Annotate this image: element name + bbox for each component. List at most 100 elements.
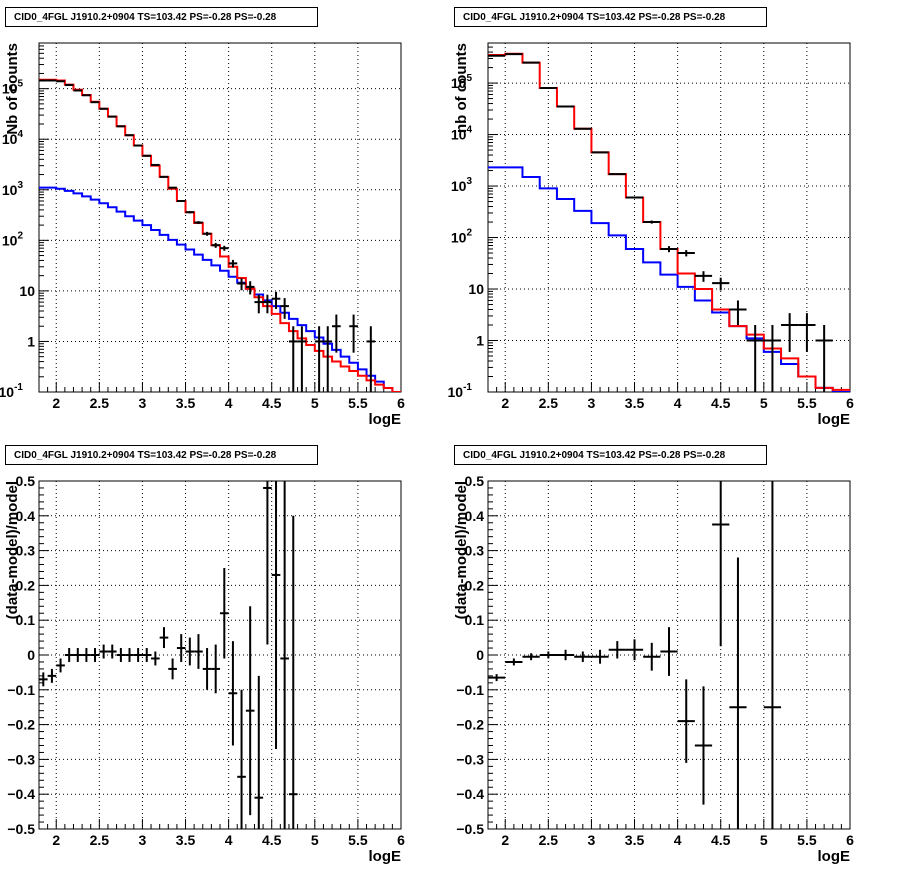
y-tick-label: 1 <box>476 333 484 349</box>
x-tick-label: 4.5 <box>711 832 731 848</box>
x-tick-label: 5 <box>311 832 319 848</box>
x-axis-label: logE <box>818 411 851 428</box>
data-point <box>712 481 729 646</box>
y-tick-label: −0.2 <box>456 717 484 733</box>
data-point <box>289 326 298 392</box>
data-point <box>220 246 229 251</box>
data-point <box>522 653 539 660</box>
x-tick-label: 5.5 <box>348 395 368 411</box>
data-point <box>323 326 332 392</box>
data-point <box>609 174 626 175</box>
y-tick-label: 10-1 <box>448 382 473 400</box>
x-tick-label: 2.5 <box>539 395 559 411</box>
data-point <box>540 652 557 659</box>
data-point <box>488 674 505 681</box>
data-point <box>56 658 65 672</box>
data-point <box>211 243 220 248</box>
model-total-histogram <box>39 80 401 392</box>
data-point <box>626 639 643 660</box>
model-component-histogram <box>39 188 401 392</box>
x-tick-label: 2.5 <box>90 395 110 411</box>
data-point <box>168 658 177 679</box>
data-point <box>151 165 160 166</box>
x-tick-label: 4.5 <box>262 395 282 411</box>
data-point <box>237 278 246 290</box>
data-point <box>729 558 746 829</box>
y-tick-label: −0.2 <box>7 717 35 733</box>
data-point <box>211 645 220 694</box>
x-tick-label: 3.5 <box>176 832 196 848</box>
x-axis-label: logE <box>818 848 851 865</box>
data-point <box>678 250 695 256</box>
x-tick-label: 5.5 <box>348 832 368 848</box>
x-tick-label: 3 <box>588 832 596 848</box>
data-point <box>237 690 246 829</box>
data-point <box>574 652 591 662</box>
x-tick-label: 3 <box>139 832 147 848</box>
data-point <box>289 516 298 829</box>
y-tick-label: 102 <box>2 230 24 248</box>
y-tick-label: −0.4 <box>456 786 484 802</box>
data-point <box>798 313 815 352</box>
data-point <box>591 650 608 664</box>
data-point <box>263 295 272 314</box>
x-tick-label: 6 <box>397 832 405 848</box>
panel-title: CID0_4FGL J1910.2+0904 TS=103.42 PS=-0.2… <box>454 445 767 465</box>
plot-frame <box>488 43 850 392</box>
data-point <box>134 145 143 146</box>
data-point <box>764 481 781 829</box>
y-tick-label: −0.4 <box>7 786 35 802</box>
y-tick-label: 0 <box>27 647 35 663</box>
x-tick-label: 5 <box>760 395 768 411</box>
data-point <box>246 606 255 815</box>
data-point <box>272 481 281 749</box>
data-point <box>186 211 195 213</box>
y-tick-label: −0.1 <box>7 682 35 698</box>
x-tick-label: 2 <box>52 395 60 411</box>
data-point <box>160 627 169 648</box>
x-tick-label: 3 <box>588 395 596 411</box>
data-point <box>91 648 100 662</box>
data-point <box>125 648 134 662</box>
data-point <box>505 658 522 665</box>
data-point <box>177 200 186 202</box>
panel-title: CID0_4FGL J1910.2+0904 TS=103.42 PS=-0.2… <box>454 7 767 27</box>
data-point <box>643 643 660 671</box>
y-axis-label: Nb of counts <box>4 43 21 135</box>
y-tick-label: −0.3 <box>456 751 484 767</box>
data-point <box>263 481 272 645</box>
data-point <box>254 676 263 829</box>
data-point <box>39 672 48 686</box>
y-tick-label: −0.1 <box>456 682 484 698</box>
data-point <box>332 315 341 353</box>
y-tick-label: 10 <box>19 283 35 299</box>
data-point <box>695 271 712 282</box>
x-tick-label: 4 <box>674 832 682 848</box>
data-point <box>591 152 608 153</box>
x-tick-label: 4 <box>225 832 233 848</box>
data-point <box>315 326 324 392</box>
y-tick-label: 0 <box>476 647 484 663</box>
data-point <box>695 686 712 804</box>
panel-title: CID0_4FGL J1910.2+0904 TS=103.42 PS=-0.2… <box>5 445 318 465</box>
x-tick-label: 2 <box>52 832 60 848</box>
data-point <box>142 155 151 156</box>
data-point <box>65 648 74 662</box>
data-point <box>712 278 729 291</box>
plot-data <box>39 80 401 392</box>
model-total-histogram <box>488 54 850 390</box>
x-tick-label: 3.5 <box>625 395 645 411</box>
data-point <box>48 669 57 683</box>
y-tick-label: 10-1 <box>0 382 23 400</box>
y-tick-label: 103 <box>2 180 24 198</box>
y-axis-label: (data-model)/model <box>4 481 21 619</box>
data-point <box>678 679 695 763</box>
x-tick-label: 5 <box>760 832 768 848</box>
x-axis-label: logE <box>369 848 402 865</box>
data-point <box>99 645 108 659</box>
